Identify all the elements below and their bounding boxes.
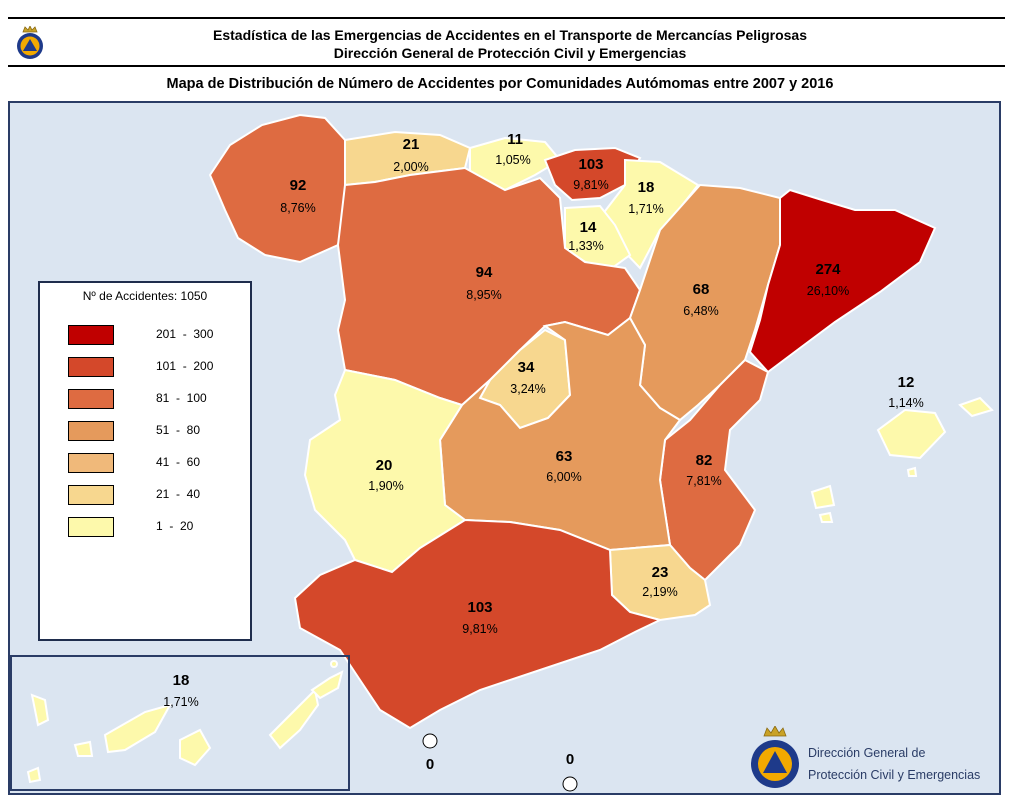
castilla-la-mancha-count: 63: [556, 448, 573, 465]
melilla-count: 0: [566, 751, 574, 768]
aragon-count: 68: [693, 281, 710, 298]
cataluna-count: 274: [815, 261, 841, 278]
region-andalucia[interactable]: [293, 518, 663, 730]
la-rioja-pct: 1,33%: [568, 239, 603, 253]
region-baleares-formentera[interactable]: [818, 511, 834, 523]
legend-range-label: 81 - 100: [156, 391, 207, 405]
header-rule-bottom: [8, 65, 1005, 67]
legend-range-label: 51 - 80: [156, 423, 201, 437]
legend-row: 101 - 200: [68, 357, 248, 377]
legend-range-label: 21 - 40: [156, 487, 201, 501]
map-title: Mapa de Distribución de Número de Accide…: [166, 76, 834, 92]
legend: Nº de Accidentes: 1050 201 - 300 101 - 20…: [38, 281, 252, 641]
navarra-pct: 1,71%: [628, 202, 663, 216]
dgpce-line2: Protección Civil y Emergencias: [808, 768, 981, 782]
asturias-count: 21: [403, 136, 420, 153]
navarra-count: 18: [638, 179, 655, 196]
legend-swatch: [68, 421, 114, 441]
galicia-count: 92: [290, 177, 307, 194]
extremadura-pct: 1,90%: [368, 479, 403, 493]
castilla-la-mancha-pct: 6,00%: [546, 470, 581, 484]
la-rioja-count: 14: [580, 219, 597, 236]
region-baleares-menorca[interactable]: [958, 396, 994, 418]
canarias-tenerife[interactable]: [103, 703, 173, 754]
ceuta-marker[interactable]: [422, 733, 438, 749]
legend-swatch: [68, 389, 114, 409]
header: Estadística de las Emergencias de Accide…: [0, 0, 1023, 100]
dgpce-logo: Dirección General de Protección Civil y …: [748, 726, 1008, 792]
legend-swatch: [68, 517, 114, 537]
legend-range-label: 41 - 60: [156, 455, 201, 469]
civil-protection-emblem-icon: [17, 26, 43, 59]
canarias-count: 18: [173, 672, 190, 689]
civil-protection-emblem-icon: [751, 726, 799, 788]
report-title: Estadística de las Emergencias de Accide…: [213, 27, 807, 43]
legend-range-label: 1 - 20: [156, 519, 194, 533]
region-cataluna[interactable]: [748, 188, 937, 374]
canarias-la-graciosa[interactable]: [330, 660, 338, 668]
canarias-la-palma[interactable]: [30, 693, 50, 727]
valencia-count: 82: [696, 452, 713, 469]
legend-swatch: [68, 485, 114, 505]
region-navarra[interactable]: [600, 158, 700, 270]
pais-vasco-count: 103: [578, 156, 603, 173]
madrid-count: 34: [518, 359, 535, 376]
region-baleares-mallorca[interactable]: [876, 408, 947, 460]
legend-swatch: [68, 325, 114, 345]
legend-row: 1 - 20: [68, 517, 248, 537]
report-subtitle: Dirección General de Protección Civil y …: [333, 45, 687, 61]
canarias-inset: [10, 655, 350, 791]
legend-row: 51 - 80: [68, 421, 248, 441]
aragon-pct: 6,48%: [683, 304, 718, 318]
legend-title: Nº de Accidentes: 1050: [82, 289, 208, 303]
canarias-fuerteventura[interactable]: [268, 687, 320, 750]
valencia-pct: 7,81%: [686, 474, 721, 488]
baleares-count: 12: [898, 374, 915, 391]
canarias-el-hierro[interactable]: [26, 766, 42, 784]
legend-swatch: [68, 357, 114, 377]
region-baleares-cabrera[interactable]: [906, 466, 918, 477]
legend-row: 201 - 300: [68, 325, 248, 345]
melilla-marker[interactable]: [562, 776, 578, 792]
legend-row: 21 - 40: [68, 485, 248, 505]
legend-row: 41 - 60: [68, 453, 248, 473]
dgpce-line1: Dirección General de: [808, 746, 926, 760]
madrid-pct: 3,24%: [510, 382, 545, 396]
canarias-la-gomera[interactable]: [73, 740, 94, 757]
castilla-leon-pct: 8,95%: [466, 288, 501, 302]
murcia-count: 23: [652, 564, 669, 581]
region-galicia[interactable]: [208, 113, 346, 264]
canarias-lanzarote[interactable]: [310, 670, 344, 700]
legend-range-label: 101 - 200: [156, 359, 214, 373]
extremadura-count: 20: [376, 457, 393, 474]
galicia-pct: 8,76%: [280, 201, 315, 215]
andalucia-pct: 9,81%: [462, 622, 497, 636]
cantabria-pct: 1,05%: [495, 153, 530, 167]
ceuta-count: 0: [426, 756, 434, 773]
murcia-pct: 2,19%: [642, 585, 677, 599]
dgpce-text: Dirección General de Protección Civil y …: [808, 742, 980, 786]
legend-row: 81 - 100: [68, 389, 248, 409]
baleares-pct: 1,14%: [888, 396, 923, 410]
legend-range-label: 201 - 300: [156, 327, 214, 341]
pais-vasco-pct: 9,81%: [573, 178, 608, 192]
canarias-gran-canaria[interactable]: [179, 728, 212, 767]
andalucia-count: 103: [467, 599, 492, 616]
cantabria-count: 11: [507, 131, 523, 148]
header-rule-top: [8, 17, 1005, 19]
castilla-leon-count: 94: [476, 264, 493, 281]
legend-swatch: [68, 453, 114, 473]
region-baleares-ibiza[interactable]: [810, 484, 836, 510]
cataluna-pct: 26,10%: [807, 284, 849, 298]
region-canarias[interactable]: [26, 660, 344, 784]
canarias-pct: 1,71%: [163, 695, 198, 709]
asturias-pct: 2,00%: [393, 160, 428, 174]
